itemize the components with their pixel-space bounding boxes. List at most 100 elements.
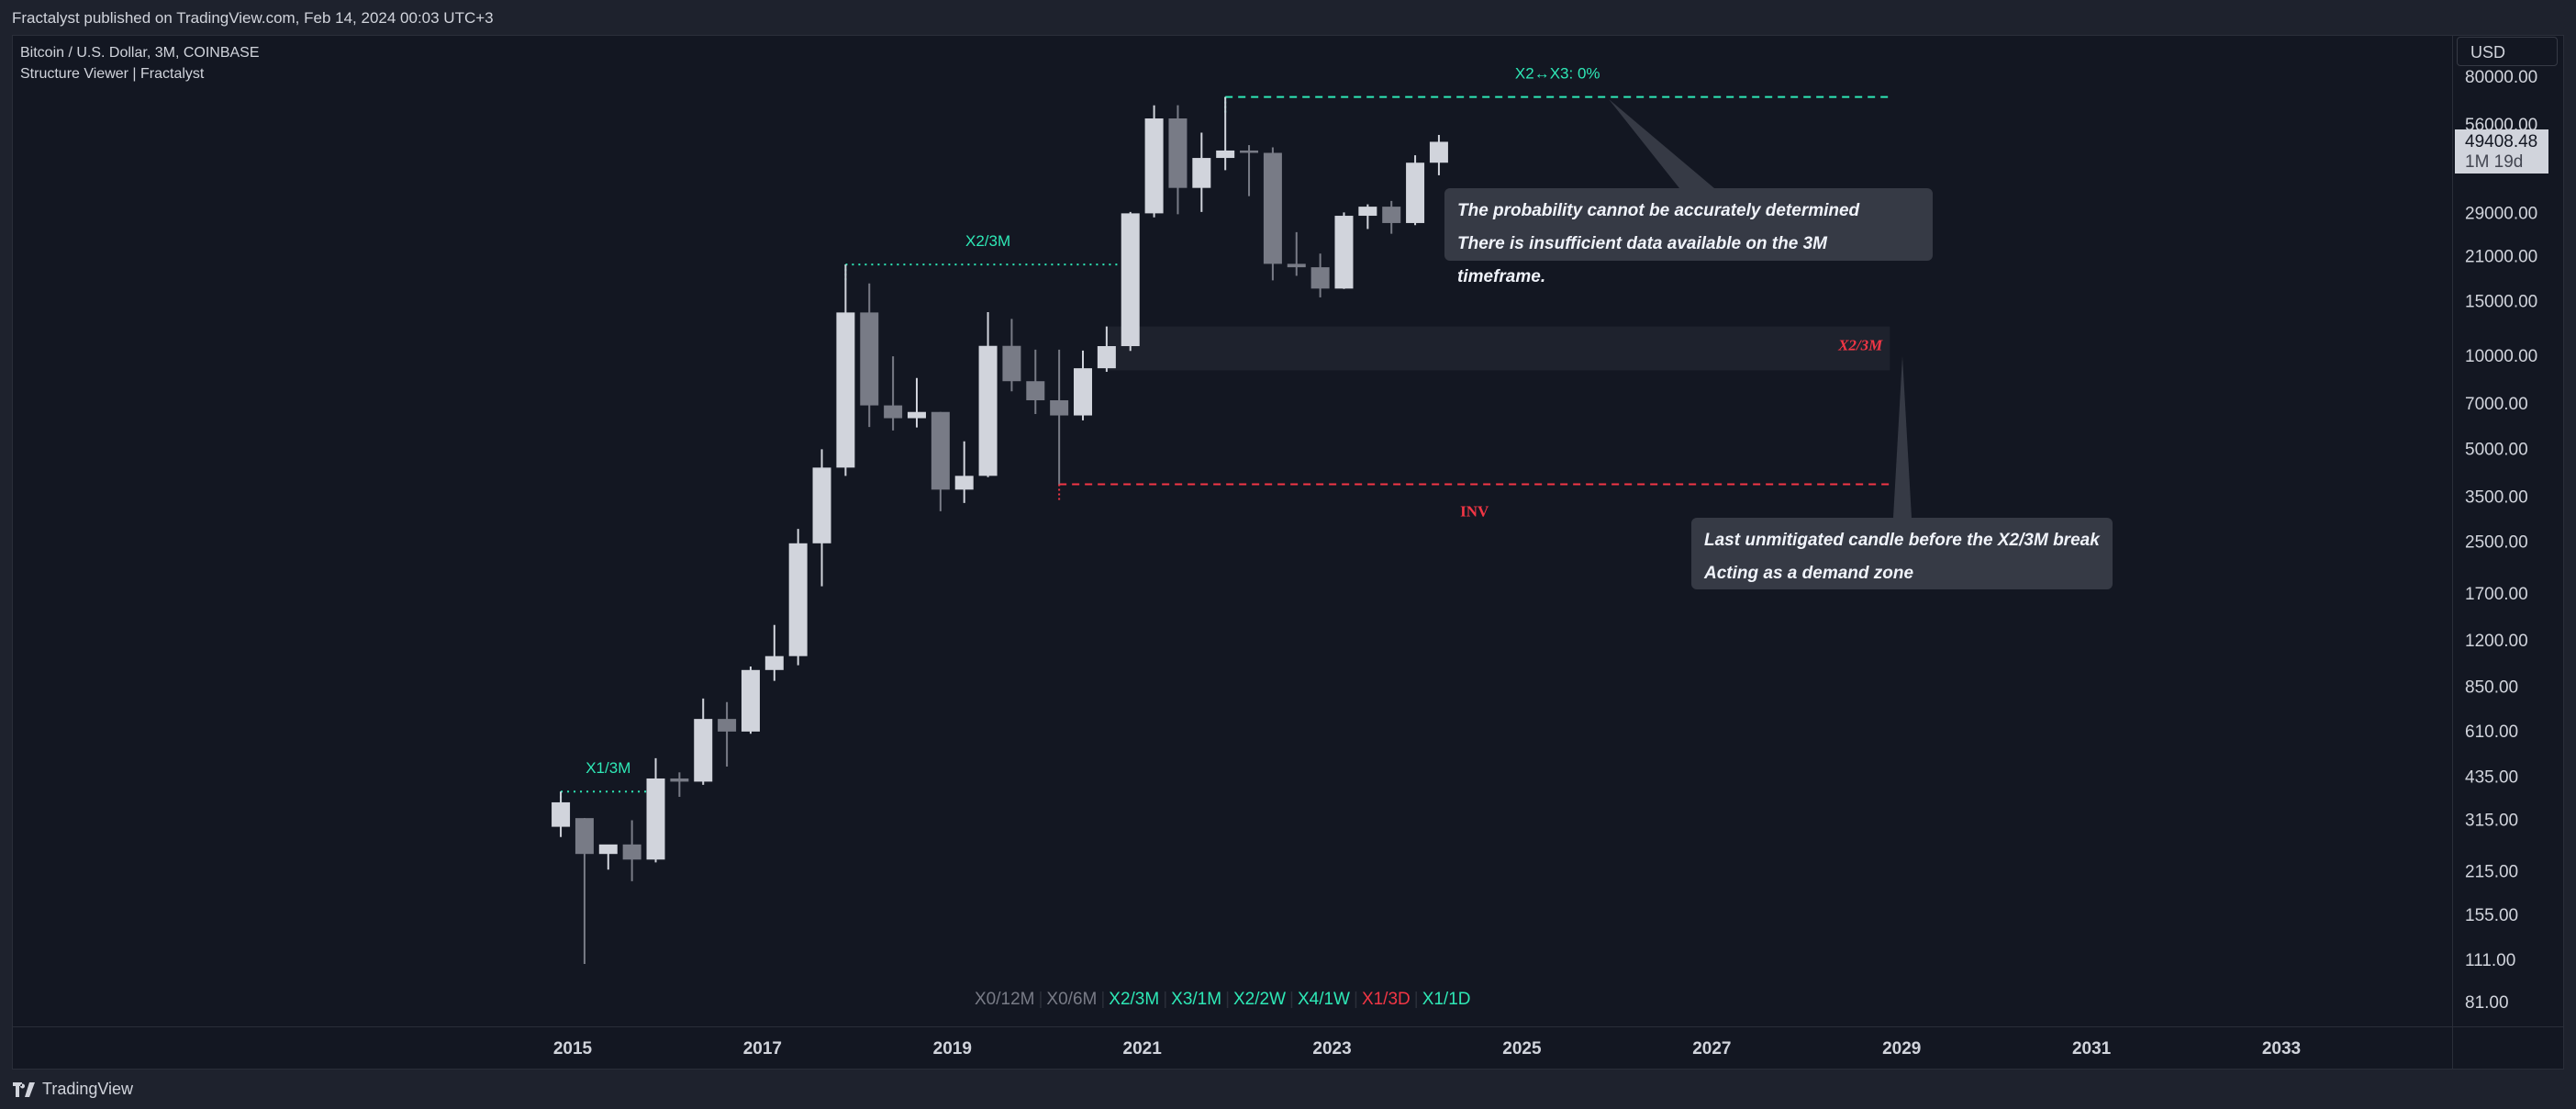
price-tick-label: 81.00 — [2465, 993, 2509, 1013]
price-tick-label: 111.00 — [2465, 951, 2515, 970]
timeframe-label: X2/2W — [1233, 990, 1287, 1009]
candle-body — [1287, 263, 1306, 268]
time-tick-label: 2021 — [1123, 1039, 1163, 1059]
candle-body — [931, 411, 950, 490]
candle-body — [1026, 381, 1045, 401]
time-tick-label: 2031 — [2072, 1039, 2112, 1059]
price-tick-label: 435.00 — [2465, 767, 2518, 787]
candle-body — [788, 543, 808, 656]
structure-label: X2↔X3: 0% — [1515, 65, 1600, 83]
candle-body — [646, 778, 665, 860]
candle-body — [907, 411, 926, 419]
candle-body — [860, 312, 879, 406]
price-tick-label: 15000.00 — [2465, 293, 2537, 312]
probability-callout: The probability cannot be accurately det… — [1444, 188, 1933, 286]
candle-body — [598, 844, 618, 855]
demand-zone-box — [1106, 326, 1890, 371]
candle-body — [1429, 141, 1448, 163]
timeframe-separator: | — [1038, 990, 1043, 1009]
candle-body — [1310, 267, 1330, 289]
currency-button[interactable]: USD — [2457, 37, 2558, 66]
timeframe-label: X3/1M — [1171, 990, 1222, 1009]
footer-bar — [0, 1070, 2576, 1109]
indicator-title[interactable]: Structure Viewer | Fractalyst — [20, 66, 205, 82]
timeframe-label: X4/1W — [1297, 990, 1350, 1009]
callout-pointer — [1893, 356, 1912, 518]
timeframe-label: X1/1D — [1422, 990, 1471, 1009]
symbol-title[interactable]: Bitcoin / U.S. Dollar, 3M, COINBASE — [20, 45, 260, 61]
price-tick-label: 3500.00 — [2465, 487, 2528, 507]
tradingview-logo-icon — [13, 1081, 35, 1097]
candle-body — [1263, 152, 1282, 264]
time-tick-label: 2023 — [1312, 1039, 1351, 1059]
candle-body — [1097, 346, 1116, 369]
candle-body — [884, 405, 903, 419]
price-tick-label: 10000.00 — [2465, 347, 2537, 366]
timeframe-structure-bar: X0/12M | X0/6M | X2/3M | X3/1M | X2/2W | X4/1W | X1/… — [975, 990, 1475, 1010]
time-tick-label: 2015 — [553, 1039, 593, 1059]
candle-body — [1358, 207, 1377, 217]
tradingview-logo[interactable]: TradingView — [13, 1080, 133, 1099]
timeframe-separator: | — [1225, 990, 1230, 1009]
timeframe-separator: | — [1413, 990, 1419, 1009]
candle-body — [836, 312, 855, 468]
candle-body — [1050, 400, 1069, 416]
candle-body — [670, 778, 689, 782]
candle-body — [954, 476, 974, 490]
candle-body — [574, 818, 594, 855]
candle-body — [1144, 118, 1164, 214]
candle-body — [552, 801, 571, 827]
price-tick-label: 80000.00 — [2465, 68, 2537, 87]
demand-zone-callout: Last unmitigated candle before the X2/3M… — [1691, 518, 2113, 589]
callout-line: There is insufficient data available on … — [1457, 234, 1827, 286]
price-tick-label: 850.00 — [2465, 678, 2518, 697]
price-tick-label: 29000.00 — [2465, 204, 2537, 223]
structure-label: X2/3M — [965, 232, 1010, 250]
timeframe-separator: | — [1163, 990, 1168, 1009]
candle-body — [741, 669, 760, 732]
chart-frame[interactable] — [12, 35, 2564, 1070]
price-tick-label: 1200.00 — [2465, 632, 2528, 651]
candle-body — [1406, 162, 1425, 223]
price-tick-label: 7000.00 — [2465, 395, 2528, 414]
price-tick-label: 5000.00 — [2465, 440, 2528, 459]
candle-body — [694, 719, 713, 782]
last-price: 49408.48 — [2465, 132, 2538, 151]
time-axis-divider — [12, 1026, 2564, 1027]
price-tick-label: 610.00 — [2465, 723, 2518, 742]
tradingview-name: TradingView — [42, 1080, 134, 1098]
candle-body — [1074, 368, 1093, 416]
candle-body — [1382, 207, 1401, 223]
time-tick-label: 2027 — [1692, 1039, 1731, 1059]
time-tick-label: 2019 — [933, 1039, 972, 1059]
candle-body — [1192, 158, 1211, 188]
zone-label: X2/3M — [1837, 337, 1883, 354]
price-tick-label: 21000.00 — [2465, 248, 2537, 267]
candle-body — [1168, 118, 1188, 188]
callout-line: The probability cannot be accurately det… — [1457, 201, 1860, 220]
price-tick-label: 1700.00 — [2465, 585, 2528, 604]
timeframe-separator: | — [1289, 990, 1294, 1009]
timeframe-label: X0/6M — [1046, 990, 1098, 1009]
time-tick-label: 2025 — [1502, 1039, 1542, 1059]
timeframe-separator: | — [1354, 990, 1358, 1009]
candle-body — [1240, 150, 1259, 153]
price-axis-divider — [2452, 35, 2453, 1070]
callout-pointer — [1609, 99, 1714, 188]
candle-body — [718, 719, 737, 732]
candle-body — [1002, 345, 1021, 382]
time-tick-label: 2017 — [743, 1039, 782, 1059]
candle-body — [1121, 213, 1140, 347]
publish-info: Fractalyst published on TradingView.com,… — [12, 9, 494, 27]
price-tick-label: 215.00 — [2465, 862, 2518, 881]
candle-body — [764, 655, 784, 670]
callout-line: Last unmitigated candle before the X2/3M… — [1704, 531, 2100, 550]
callout-line: Acting as a demand zone — [1704, 564, 1914, 583]
price-tick-label: 315.00 — [2465, 811, 2518, 830]
candle-body — [812, 467, 831, 543]
timeframe-separator: | — [1100, 990, 1106, 1009]
last-price-tag: 49408.48 1M 19d — [2455, 129, 2548, 174]
candle-body — [622, 844, 641, 860]
publish-header: Fractalyst published on TradingView.com,… — [0, 0, 2576, 35]
